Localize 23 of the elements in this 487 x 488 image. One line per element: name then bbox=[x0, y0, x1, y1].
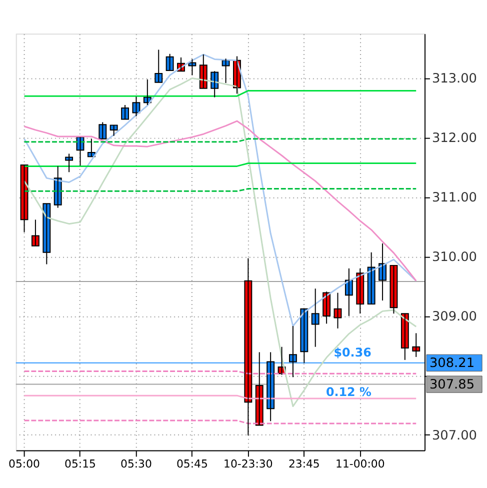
annotation: 0.12 % bbox=[326, 385, 372, 399]
candlestick bbox=[31, 219, 40, 246]
annotation: $0.36 bbox=[334, 345, 372, 360]
line-series bbox=[24, 120, 417, 282]
y-tick-label: 307.00 bbox=[432, 428, 478, 444]
ref-line-label: 307.85 bbox=[429, 377, 475, 392]
x-tick-label: 05:15 bbox=[64, 458, 96, 471]
y-tick-label: 312.00 bbox=[432, 131, 478, 146]
candlestick bbox=[311, 288, 320, 348]
x-tick-label: 05:30 bbox=[120, 458, 152, 471]
x-tick-label: 05:45 bbox=[176, 458, 208, 471]
y-tick-label: 311.00 bbox=[432, 190, 478, 206]
x-tick-label: 23:45 bbox=[288, 458, 320, 471]
ref-line-label: 308.21 bbox=[429, 356, 475, 371]
x-tick-label: 11-00:00 bbox=[336, 458, 385, 471]
candlestick bbox=[110, 124, 118, 136]
line-series bbox=[24, 54, 417, 327]
x-tick-label: 10-23:30 bbox=[224, 458, 273, 471]
y-tick-label: 313.00 bbox=[432, 72, 478, 87]
y-tick-label: 310.00 bbox=[432, 250, 478, 265]
x-tick-label: 05:00 bbox=[8, 458, 40, 471]
candlestick bbox=[154, 49, 163, 83]
y-tick-label: 309.00 bbox=[432, 309, 478, 324]
